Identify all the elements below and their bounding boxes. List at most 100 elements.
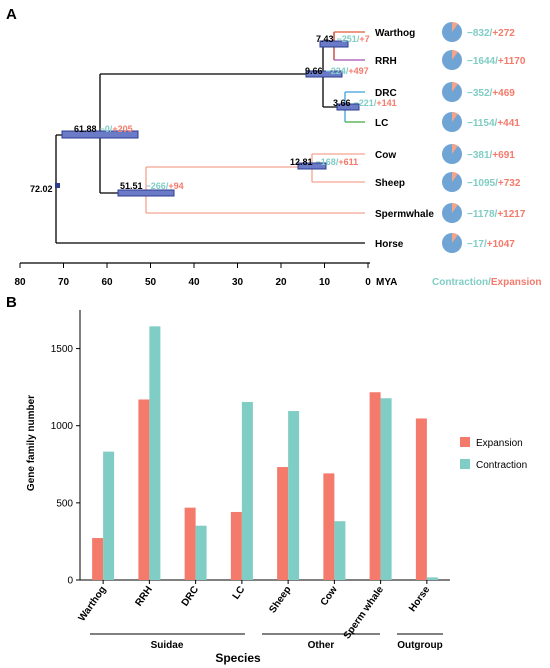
node-separator-n9: / xyxy=(346,66,349,76)
ci-bar-n9 xyxy=(305,70,343,78)
y-axis-label: Gene family number xyxy=(26,395,37,491)
gene-family-bar-chart: 0 500 1000 1500 Warthog RRH DRC LC Sheep Cow Sperm… xyxy=(51,310,450,641)
x-tick-label-drc: DRC xyxy=(180,584,201,608)
bar-contraction-sperm-whale xyxy=(380,398,392,580)
pie-wedge-spermwhale xyxy=(452,203,458,213)
ci-bar-n3 xyxy=(336,103,360,111)
species-separator-horse: / xyxy=(484,239,487,250)
pie-wedge-cow xyxy=(452,143,458,154)
ci-bar-root xyxy=(55,183,60,188)
node-age-n51: 51.51 xyxy=(120,181,143,191)
node-label-n51: 51.51 −266/+94 xyxy=(120,181,184,191)
species-counts-sheep: −1095/+732 xyxy=(467,178,521,189)
pie-wedge-rrh xyxy=(452,50,458,60)
species-counts-lc: −1154/+441 xyxy=(467,118,520,129)
node-age-n3: 3.66 xyxy=(333,98,351,108)
bar-contraction-horse xyxy=(426,577,438,580)
bar-expansion-drc xyxy=(184,507,196,580)
species-separator-rrh: / xyxy=(495,56,498,67)
bar-contraction-drc xyxy=(195,525,207,580)
node-expansion-n7: +7 xyxy=(359,34,369,44)
species-contraction-horse: −17 xyxy=(467,239,484,250)
panel-b-label: B xyxy=(6,294,17,311)
node-expansion-n51: +94 xyxy=(168,181,183,191)
ci-bar-n51 xyxy=(117,189,175,197)
time-tick-label-40: 40 xyxy=(188,277,200,288)
time-tick-label-50: 50 xyxy=(145,277,157,288)
species-expansion-cow: +691 xyxy=(492,150,515,161)
ci-bar-n7 xyxy=(319,40,349,48)
species-name-drc: DRC xyxy=(375,88,397,99)
time-axis-label: MYA xyxy=(376,277,397,288)
node-label-n12: 12.81 −168/+611 xyxy=(290,157,358,167)
node-labels: 72.02 61.88 −0/+205 51.51 −266/+94 12.81 −1… xyxy=(30,34,397,194)
species-contraction-lc: −1154 xyxy=(467,118,495,129)
species-counts-rrh: −1644/+1170 xyxy=(467,56,526,67)
bar-expansion-warthog xyxy=(92,538,104,580)
species-separator-spermwhale: / xyxy=(495,209,498,220)
x-tick-label-warthog: Warthog xyxy=(77,584,109,623)
bar-expansion-sperm-whale xyxy=(369,392,381,580)
group-label-suidae: Suidae xyxy=(151,640,184,651)
node-label-n9: 9.66 −224/+497 xyxy=(305,66,369,76)
species-separator-sheep: / xyxy=(495,178,498,189)
species-counts-horse: −17/+1047 xyxy=(467,239,515,250)
panel-a-label: A xyxy=(6,6,17,23)
species-contraction-cow: −381 xyxy=(467,150,490,161)
legend-label-contraction: Contraction xyxy=(476,460,527,471)
bar-legend: Expansion Contraction xyxy=(460,437,527,471)
bar-expansion-lc xyxy=(230,511,242,580)
bar-contraction-sheep xyxy=(288,411,300,580)
node-separator-n7: / xyxy=(357,34,360,44)
node-expansion-n12: +611 xyxy=(338,157,358,167)
legend-contraction: Contraction xyxy=(432,277,488,288)
species-expansion-warthog: +272 xyxy=(492,28,515,39)
species-expansion-horse: +1047 xyxy=(487,239,516,250)
node-expansion-n61: +205 xyxy=(112,124,132,134)
time-tick-label-70: 70 xyxy=(58,277,70,288)
legend-separator: / xyxy=(488,277,491,288)
legend-swatch-expansion xyxy=(460,437,470,447)
node-separator-n12: / xyxy=(336,157,339,167)
node-separator-n3: / xyxy=(374,98,377,108)
species-name-cow: Cow xyxy=(375,150,396,161)
species-contraction-spermwhale: −1178 xyxy=(467,209,495,220)
species-name-spermwhale: Spermwhale xyxy=(375,209,434,220)
x-tick-label-sheep: Sheep xyxy=(267,584,293,615)
node-contraction-n9: −224 xyxy=(326,66,346,76)
ci-bar-n61 xyxy=(61,130,139,139)
node-contraction-n7: −251 xyxy=(337,34,357,44)
node-contraction-n61: −0 xyxy=(100,124,110,134)
species-name-rrh: RRH xyxy=(375,56,397,67)
node-contraction-n12: −168 xyxy=(316,157,336,167)
pie-wedge-warthog xyxy=(452,22,458,32)
node-contraction-n3: −221 xyxy=(354,98,374,108)
node-ci-bars xyxy=(55,40,360,197)
x-tick-label-horse: Horse xyxy=(407,584,433,614)
species-counts-cow: −381/+691 xyxy=(467,150,515,161)
bar-contraction-lc xyxy=(241,401,253,580)
time-tick-label-0: 0 xyxy=(365,277,371,288)
species-separator-warthog: / xyxy=(490,28,493,39)
bar-contraction-warthog xyxy=(103,451,115,580)
x-tick-label-cow: Cow xyxy=(319,584,340,608)
species-contraction-rrh: −1644 xyxy=(467,56,496,67)
group-label-other: Other xyxy=(308,640,335,651)
node-label-n3: 3.66 −221/+141 xyxy=(333,98,397,108)
pie-wedge-horse xyxy=(452,233,458,243)
group-label-outgroup: Outgroup xyxy=(397,640,443,651)
pie-wedge-drc xyxy=(452,82,458,92)
species-contraction-drc: −352 xyxy=(467,88,490,99)
legend-contraction-expansion: Contraction/Expansion xyxy=(432,277,541,288)
species-expansion-rrh: +1170 xyxy=(498,56,526,67)
node-separator-n61: / xyxy=(110,124,113,134)
node-age-n12: 12.81 xyxy=(290,157,313,167)
time-tick-label-10: 10 xyxy=(319,277,331,288)
species-counts-warthog: −832/+272 xyxy=(467,28,515,39)
species-separator-cow: / xyxy=(490,150,493,161)
node-label-n7: 7.43 −251/+7 xyxy=(316,34,370,44)
species-separator-drc: / xyxy=(490,88,493,99)
y-tick-label-500: 500 xyxy=(56,498,73,509)
x-axis-label: Species xyxy=(215,651,261,665)
species-name-sheep: Sheep xyxy=(375,178,405,189)
